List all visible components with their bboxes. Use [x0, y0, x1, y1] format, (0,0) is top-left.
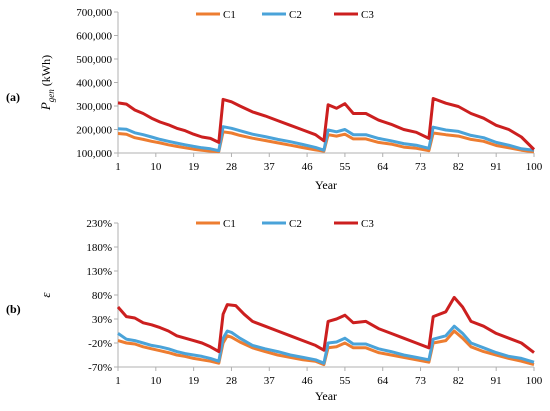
x-tick-label: 55 — [339, 375, 351, 387]
legend-label: C2 — [289, 218, 302, 230]
series-line-c2 — [117, 125, 535, 153]
y-tick-label: 400,000 — [76, 78, 112, 90]
x-tick-label: 37 — [264, 375, 276, 387]
y-tick-label: 180% — [86, 242, 112, 254]
x-tick-label: 82 — [453, 375, 464, 387]
y-tick-label: 130% — [86, 266, 112, 278]
legend-label: C3 — [361, 218, 374, 230]
y-tick-label: 700,000 — [76, 7, 112, 19]
x-axis-title: Year — [315, 178, 337, 192]
y-tick-label: 30% — [92, 314, 112, 326]
y-axis-title: ε — [38, 292, 53, 298]
x-tick-label: 100 — [526, 161, 543, 173]
panel-label: (a) — [6, 90, 20, 104]
y-axis-title-subscript: gen — [46, 89, 56, 102]
x-tick-label: 28 — [226, 161, 238, 173]
y-tick-label: 500,000 — [76, 54, 112, 66]
x-tick-label: 1 — [115, 161, 121, 173]
x-tick-label: 100 — [526, 375, 543, 387]
x-tick-label: 91 — [491, 375, 502, 387]
x-tick-label: 1 — [115, 375, 121, 387]
x-tick-label: 73 — [415, 375, 427, 387]
y-tick-label: 200,000 — [76, 125, 112, 137]
series-line-c1 — [117, 329, 535, 367]
legend-label: C1 — [223, 9, 236, 21]
legend-label: C1 — [223, 218, 236, 230]
legend-label: C2 — [289, 9, 302, 21]
y-tick-label: 230% — [86, 218, 112, 230]
y-tick-label: 300,000 — [76, 101, 112, 113]
x-tick-label: 91 — [491, 161, 502, 173]
y-tick-label: 80% — [92, 290, 112, 302]
x-tick-label: 46 — [302, 161, 314, 173]
x-tick-label: 28 — [226, 375, 238, 387]
x-tick-label: 10 — [150, 161, 162, 173]
x-tick-label: 37 — [264, 161, 276, 173]
panel-label: (b) — [6, 302, 21, 316]
y-tick-label: -20% — [88, 338, 112, 350]
x-tick-label: 73 — [415, 161, 427, 173]
y-tick-label: 100,000 — [76, 148, 112, 160]
x-tick-label: 46 — [302, 375, 314, 387]
series-line-c3 — [116, 295, 535, 354]
x-tick-label: 19 — [188, 375, 200, 387]
chart-panel-b: -70% -20% 30% 80% 130% 180% 230% 1 10 19 28 37 46 55 6… — [6, 218, 543, 403]
y-tick-label: -70% — [88, 362, 112, 374]
x-tick-label: 64 — [377, 375, 389, 387]
chart-panel-a: 100,000 200,000 300,000 400,000 500,000 600,0… — [6, 7, 543, 192]
y-axis-title-symbol: P — [38, 102, 53, 111]
x-tick-label: 19 — [188, 161, 200, 173]
y-axis-title: Pgen (kWh) — [38, 55, 56, 111]
x-axis-title: Year — [315, 389, 337, 403]
series-line-c3 — [117, 97, 536, 151]
y-tick-label: 600,000 — [76, 31, 112, 43]
x-tick-label: 64 — [377, 161, 389, 173]
x-tick-label: 55 — [339, 161, 351, 173]
x-tick-label: 82 — [453, 161, 464, 173]
y-axis-title-symbol: ε — [38, 292, 53, 298]
legend-label: C3 — [361, 9, 374, 21]
series-line-c2 — [117, 324, 535, 365]
x-tick-label: 10 — [150, 375, 162, 387]
series-line-c1 — [117, 130, 535, 154]
y-axis-title-unit: (kWh) — [39, 55, 53, 89]
